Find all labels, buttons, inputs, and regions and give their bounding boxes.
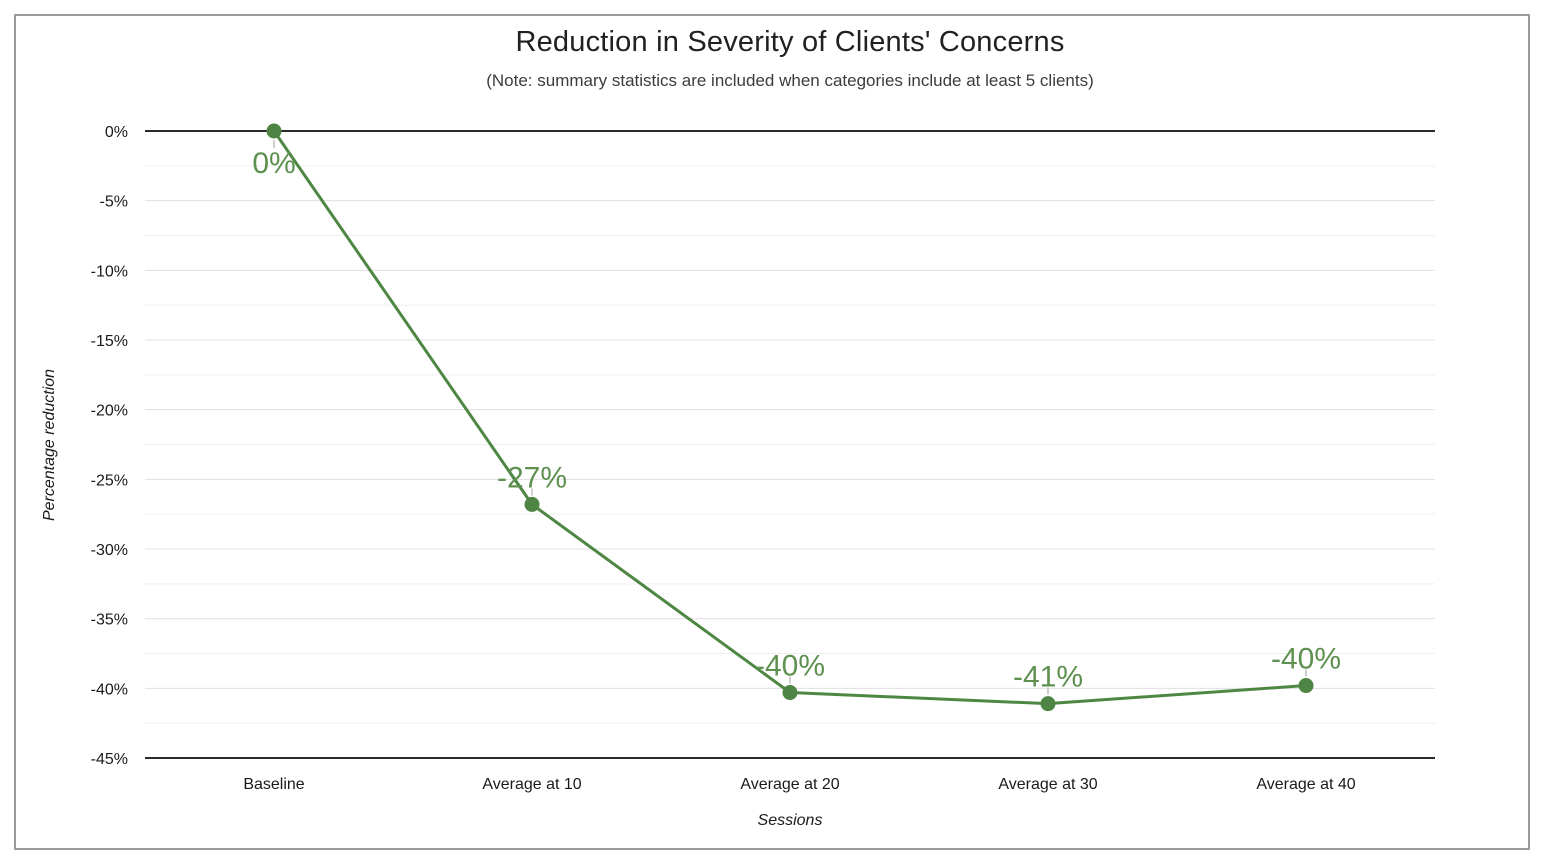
x-category-label: Baseline: [243, 776, 304, 793]
chart-frame: [14, 14, 1530, 850]
x-category-label: Average at 40: [1256, 776, 1355, 793]
x-category-label: Average at 10: [482, 776, 581, 793]
data-point: [1040, 696, 1056, 712]
x-category-label: Average at 30: [998, 776, 1097, 793]
y-tick-label: -20%: [91, 403, 128, 420]
data-point: [524, 496, 540, 512]
y-tick-label: -35%: [91, 612, 128, 629]
y-tick-label: -15%: [91, 333, 128, 350]
x-axis-title: Sessions: [757, 812, 823, 829]
y-tick-label: -30%: [91, 542, 128, 559]
x-category-label: Average at 20: [740, 776, 839, 793]
data-point-label: -41%: [1013, 661, 1083, 694]
y-tick-label: -25%: [91, 472, 128, 489]
y-tick-label: -5%: [100, 194, 128, 211]
y-tick-label: 0%: [105, 124, 128, 141]
chart-title: Reduction in Severity of Clients' Concer…: [515, 26, 1065, 58]
data-point-label: -27%: [497, 461, 567, 494]
y-tick-label: -40%: [91, 681, 128, 698]
chart-subtitle: (Note: summary statistics are included w…: [486, 71, 1094, 90]
y-tick-label: -10%: [91, 263, 128, 280]
data-point: [1298, 678, 1314, 694]
data-point: [782, 685, 798, 701]
data-point-label: -40%: [1271, 643, 1341, 676]
series-line: [272, 129, 1308, 706]
data-point-label: -40%: [755, 650, 825, 683]
y-tick-label: -45%: [91, 751, 128, 768]
data-point: [266, 123, 282, 139]
data-point-label: 0%: [252, 147, 295, 180]
